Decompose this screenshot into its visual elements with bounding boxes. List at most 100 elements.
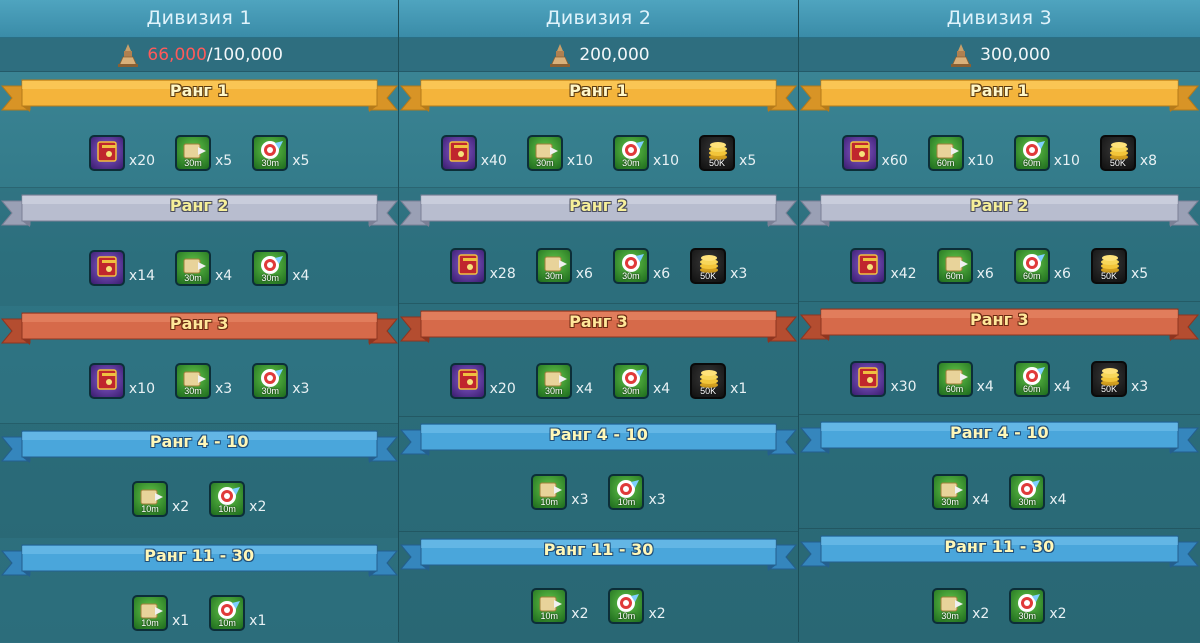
reward-item[interactable]: 60m x6 [936, 248, 994, 284]
book-icon[interactable] [850, 248, 887, 284]
reward-item[interactable]: 30m x6 [535, 248, 593, 284]
speedup-icon[interactable]: 10m [131, 481, 168, 517]
division-column: Дивизия 3 300,000 Ранг 1 x60 60m x10 60m x10 50K… [798, 0, 1200, 643]
reward-item[interactable]: 50K x8 [1099, 135, 1158, 171]
reward-item[interactable]: 30m x5 [252, 135, 309, 171]
research-speedup-icon[interactable]: 30m [252, 250, 289, 286]
reward-item[interactable]: 10m x1 [209, 595, 266, 631]
division-column: Дивизия 2 200,000 Ранг 1 x40 30m x10 30m x10 50K… [399, 0, 799, 643]
reward-quantity: x20 [128, 153, 156, 169]
reward-row: 30m x2 30m x2 [799, 584, 1200, 628]
speedup-icon[interactable]: 10m [131, 595, 168, 631]
reward-item[interactable]: 30m x5 [175, 135, 232, 171]
reward-item[interactable]: 50K x5 [1090, 248, 1148, 284]
research-speedup-icon[interactable]: 60m [1013, 248, 1050, 284]
reward-item[interactable]: 30m x10 [526, 135, 593, 171]
reward-item[interactable]: 10m x2 [531, 588, 588, 624]
research-speedup-icon[interactable]: 30m [612, 135, 649, 171]
speedup-icon[interactable]: 10m [531, 588, 568, 624]
ribbon-banner [0, 544, 399, 577]
reward-item[interactable]: x20 [449, 363, 516, 399]
research-speedup-icon[interactable]: 60m [1013, 361, 1050, 397]
reward-row: x20 30m x5 30m x5 [0, 131, 398, 175]
research-speedup-icon[interactable]: 10m [608, 588, 645, 624]
reward-item[interactable]: 50K x3 [1090, 361, 1148, 397]
rank-ribbon: Ранг 2 [399, 191, 798, 233]
gold-coins-icon[interactable]: 50K [699, 135, 736, 171]
reward-item[interactable]: 10m x2 [131, 481, 189, 517]
reward-quantity: x5 [292, 153, 310, 169]
book-icon[interactable] [850, 361, 887, 397]
gold-coins-icon[interactable]: 50K [1090, 248, 1127, 284]
research-speedup-icon[interactable]: 60m [1013, 135, 1050, 171]
research-speedup-icon[interactable]: 10m [209, 595, 246, 631]
research-speedup-icon[interactable]: 30m [252, 363, 289, 399]
research-speedup-icon[interactable]: 30m [612, 363, 649, 399]
gold-coins-icon[interactable]: 50K [1099, 135, 1136, 171]
speedup-icon[interactable]: 60m [936, 361, 973, 397]
book-icon[interactable] [440, 135, 477, 171]
reward-item[interactable]: 30m x6 [612, 248, 670, 284]
book-icon[interactable] [841, 135, 878, 171]
reward-item[interactable]: 30m x4 [612, 363, 670, 399]
speedup-icon[interactable]: 60m [927, 135, 964, 171]
reward-item[interactable]: x14 [88, 250, 155, 286]
reward-item[interactable]: 60m x10 [927, 135, 994, 171]
gold-coins-icon[interactable]: 50K [1090, 361, 1127, 397]
reward-item[interactable]: 30m x3 [252, 363, 309, 399]
book-icon[interactable] [88, 135, 125, 171]
reward-quantity: x8 [1139, 153, 1158, 169]
reward-item[interactable]: 30m x2 [932, 588, 989, 624]
speedup-icon[interactable]: 30m [535, 248, 572, 284]
speedup-icon[interactable]: 30m [535, 363, 572, 399]
speedup-icon[interactable]: 30m [175, 135, 212, 171]
reward-item[interactable]: 60m x4 [1013, 361, 1071, 397]
reward-item[interactable]: x20 [88, 135, 156, 171]
reward-item[interactable]: 60m x10 [1013, 135, 1080, 171]
research-speedup-icon[interactable]: 30m [1009, 588, 1046, 624]
speedup-icon[interactable]: 30m [932, 474, 969, 510]
reward-item[interactable]: 30m x4 [252, 250, 309, 286]
reward-item[interactable]: x40 [440, 135, 507, 171]
gold-coins-icon[interactable]: 50K [690, 363, 727, 399]
speedup-icon[interactable]: 30m [175, 250, 212, 286]
speedup-icon[interactable]: 60m [936, 248, 973, 284]
reward-item[interactable]: 30m x2 [1009, 588, 1067, 624]
speedup-icon[interactable]: 10m [531, 474, 568, 510]
reward-item[interactable]: 30m x3 [175, 363, 232, 399]
reward-item[interactable]: x10 [88, 363, 155, 399]
reward-item[interactable]: 50K x3 [690, 248, 747, 284]
reward-item[interactable]: 60m x4 [936, 361, 994, 397]
reward-item[interactable]: x60 [841, 135, 908, 171]
reward-item[interactable]: 10m x3 [608, 474, 666, 510]
research-speedup-icon[interactable]: 30m [1009, 474, 1046, 510]
gold-coins-icon[interactable]: 50K [690, 248, 727, 284]
speedup-icon[interactable]: 30m [526, 135, 563, 171]
reward-item[interactable]: 10m x3 [531, 474, 588, 510]
reward-item[interactable]: x30 [850, 361, 917, 397]
book-icon[interactable] [449, 248, 486, 284]
reward-item[interactable]: 30m x4 [932, 474, 989, 510]
reward-item[interactable]: 10m x1 [131, 595, 189, 631]
book-icon[interactable] [88, 363, 125, 399]
reward-tag: 50K [1100, 271, 1117, 281]
research-speedup-icon[interactable]: 30m [612, 248, 649, 284]
reward-item[interactable]: 30m x4 [535, 363, 593, 399]
research-speedup-icon[interactable]: 10m [209, 481, 246, 517]
reward-item[interactable]: x28 [449, 248, 516, 284]
speedup-icon[interactable]: 30m [175, 363, 212, 399]
reward-item[interactable]: 60m x6 [1013, 248, 1071, 284]
reward-item[interactable]: x42 [850, 248, 917, 284]
reward-item[interactable]: 30m x10 [612, 135, 679, 171]
research-speedup-icon[interactable]: 30m [252, 135, 289, 171]
reward-item[interactable]: 30m x4 [175, 250, 232, 286]
reward-item[interactable]: 30m x4 [1009, 474, 1067, 510]
reward-item[interactable]: 10m x2 [209, 481, 266, 517]
reward-item[interactable]: 50K x1 [690, 363, 747, 399]
research-speedup-icon[interactable]: 10m [608, 474, 645, 510]
speedup-icon[interactable]: 30m [932, 588, 969, 624]
book-icon[interactable] [88, 250, 125, 286]
reward-item[interactable]: 50K x5 [699, 135, 756, 171]
book-icon[interactable] [449, 363, 486, 399]
reward-item[interactable]: 10m x2 [608, 588, 666, 624]
